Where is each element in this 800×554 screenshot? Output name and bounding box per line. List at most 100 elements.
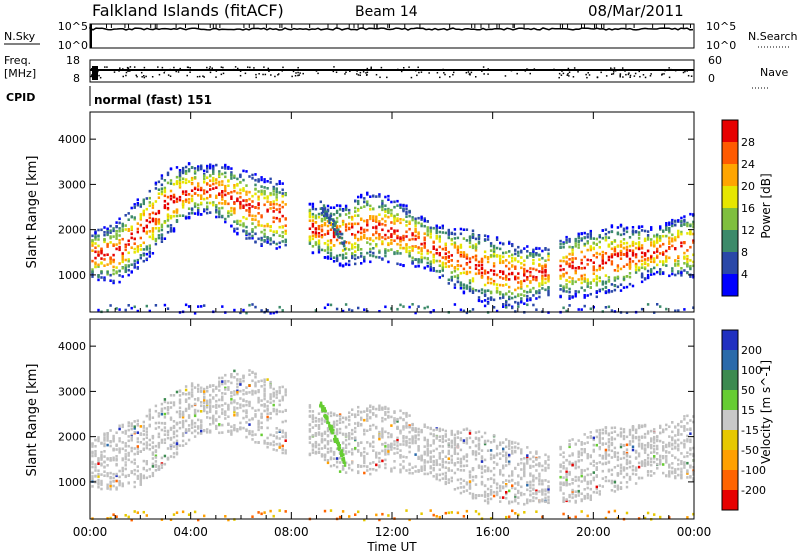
power-cell	[683, 257, 686, 260]
power-cell	[118, 274, 121, 277]
velocity-cell	[417, 433, 420, 437]
power-cell	[203, 169, 206, 173]
nave-point	[386, 76, 388, 79]
power-noise-cell	[166, 307, 170, 310]
power-cell	[329, 228, 333, 231]
power-cell	[686, 271, 689, 275]
power-cell	[169, 197, 173, 201]
velocity-noise-cell	[477, 512, 481, 516]
power-cell	[562, 273, 565, 276]
velocity-cell	[426, 460, 429, 464]
power-streak-cell	[337, 228, 340, 231]
power-cell	[390, 233, 393, 236]
nave-point	[244, 72, 247, 75]
velocity-cell	[474, 496, 478, 500]
velocity-noise-cell	[447, 511, 450, 515]
power-cell	[631, 251, 635, 255]
power-cell	[462, 271, 466, 275]
velocity-noise-cell	[169, 518, 173, 521]
power-cell	[109, 235, 112, 238]
power-cell	[559, 284, 562, 287]
power-cell	[100, 251, 103, 255]
power-cell	[571, 248, 574, 251]
nave-point	[568, 71, 571, 74]
power-noise-cell	[245, 311, 248, 315]
nsearch-tick-bottom: 10^0	[706, 39, 736, 52]
power-cell	[181, 214, 185, 217]
power-cell	[571, 257, 574, 260]
velocity-cell	[145, 469, 148, 472]
power-cell	[674, 262, 677, 266]
velocity-cell	[197, 387, 200, 391]
velocity-cell	[200, 420, 203, 424]
velocity-cell	[278, 443, 281, 447]
power-cell	[511, 271, 514, 275]
power-cell	[184, 181, 188, 185]
velocity-cell	[447, 445, 450, 448]
velocity-cell	[230, 391, 233, 395]
velocity-cell	[387, 445, 390, 449]
velocity-cell	[190, 394, 194, 397]
power-colorbar-bin	[722, 142, 738, 164]
power-cell	[592, 278, 595, 281]
velocity-cell	[384, 463, 387, 466]
velocity-cell	[203, 399, 206, 402]
velocity-cell	[184, 409, 188, 413]
power-cell	[308, 236, 312, 239]
power-cell	[568, 252, 571, 256]
velocity-cell	[221, 423, 224, 427]
power-noise-cell	[348, 308, 351, 311]
power-cell	[278, 241, 281, 245]
velocity-cell	[317, 433, 321, 436]
nave-point	[119, 67, 121, 69]
power-cell	[178, 214, 182, 217]
velocity-cell	[148, 443, 151, 447]
velocity-cell	[453, 452, 457, 455]
power-noise-cell	[266, 309, 269, 312]
velocity-cell	[411, 466, 414, 469]
velocity-cell	[390, 445, 393, 449]
velocity-cell	[133, 468, 136, 472]
power-cell	[269, 242, 272, 246]
power-cell	[224, 193, 227, 197]
velocity-cell	[154, 463, 158, 467]
power-cell	[656, 250, 659, 253]
power-cell	[492, 269, 496, 273]
power-cell	[348, 216, 351, 219]
velocity-cell	[136, 447, 139, 450]
power-cell	[145, 219, 148, 222]
velocity-cell	[236, 392, 239, 396]
velocity-cell	[426, 472, 429, 476]
power-cell	[405, 235, 408, 238]
velocity-cell	[357, 422, 360, 425]
velocity-cell	[103, 455, 106, 458]
nave-point	[264, 73, 267, 76]
power-cell	[586, 285, 589, 288]
power-cell	[230, 206, 233, 210]
power-cell	[628, 249, 632, 252]
power-cell	[357, 222, 360, 226]
power-cell	[622, 238, 626, 241]
velocity-cell	[145, 462, 148, 466]
nave-point	[304, 68, 307, 71]
power-cell	[112, 279, 115, 283]
power-cell	[477, 240, 481, 244]
power-cell	[668, 240, 671, 243]
velocity-cell	[100, 455, 103, 458]
power-cell	[329, 223, 333, 226]
velocity-cell	[100, 453, 103, 457]
velocity-cell	[230, 374, 233, 378]
velocity-cell	[145, 441, 148, 444]
velocity-cell	[444, 474, 447, 478]
velocity-cell	[121, 458, 124, 462]
power-cell	[613, 288, 617, 292]
power-cell	[224, 220, 227, 224]
power-cell	[535, 297, 538, 300]
velocity-cell	[468, 432, 472, 435]
velocity-cell	[354, 415, 357, 419]
power-cell	[384, 251, 387, 255]
velocity-cell	[172, 452, 176, 455]
power-cell	[547, 293, 550, 297]
velocity-cell	[190, 388, 194, 391]
velocity-cell	[396, 420, 399, 423]
